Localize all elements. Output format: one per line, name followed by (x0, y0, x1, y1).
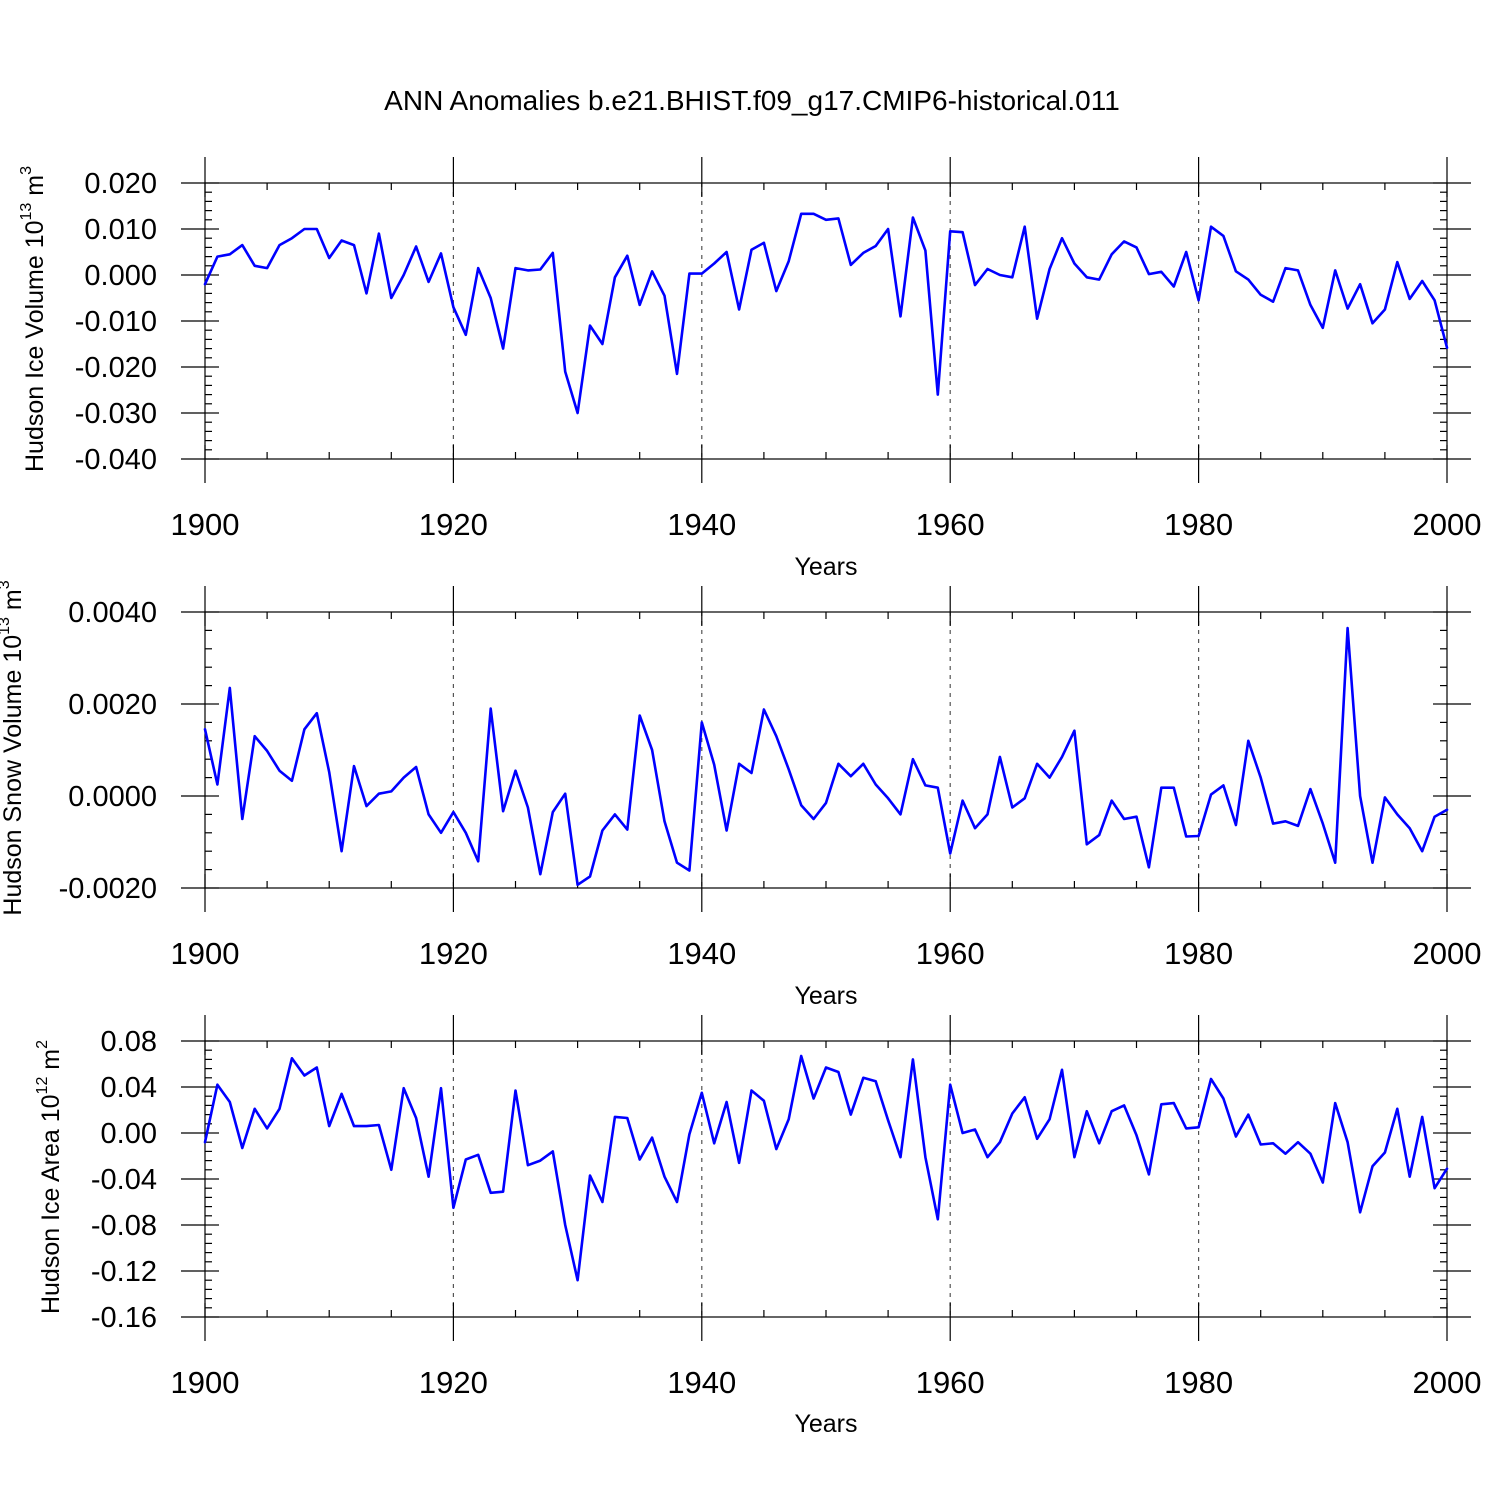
x-tick-label-1920: 1920 (419, 507, 488, 542)
y-axis-title-unit: m (37, 1049, 65, 1077)
y-axis-title-exponent: 12 (34, 1077, 51, 1095)
x-tick-label-1980: 1980 (1164, 936, 1233, 971)
x-tick-label-1920: 1920 (419, 936, 488, 971)
y-tick-label: -0.030 (75, 398, 157, 430)
y-tick-label: -0.010 (75, 306, 157, 338)
panel-ice-volume: 1900 1920 1940 1960 1980 2000 Years 0.020 0.010 0… (18, 157, 1481, 581)
x-tick-label-1960: 1960 (916, 936, 985, 971)
x-tick-label-1900: 1900 (171, 507, 240, 542)
series-line-snow-volume (203, 626, 1449, 887)
y-tick-label: -0.08 (91, 1210, 157, 1242)
y-axis-title-text: Hudson Ice Volume 10 (21, 220, 49, 472)
y-axis-title-unit-exponent: 3 (18, 166, 35, 175)
x-axis-title: Years (794, 1410, 857, 1438)
panel-ice-area: 1900 1920 1940 1960 1980 2000 Years 0.08 0.04 0.0… (34, 1015, 1481, 1438)
x-tick-label-1920: 1920 (419, 1365, 488, 1400)
y-axis-title: Hudson Ice Volume 1013 m3 (18, 166, 49, 472)
y-tick-label: 0.000 (84, 260, 157, 292)
y-tick-label: 0.0000 (68, 781, 157, 813)
plot-frame (204, 182, 1448, 460)
x-tick-label-1980: 1980 (1164, 1365, 1233, 1400)
y-axis-title: Hudson Ice Area 1012 m2 (34, 1040, 65, 1314)
y-tick-label: 0.020 (84, 168, 157, 200)
x-tick-label-1900: 1900 (171, 1365, 240, 1400)
y-axis-title-unit-exponent: 3 (0, 580, 13, 589)
y-tick-label: -0.04 (91, 1164, 157, 1196)
y-axis-title: Hudson Snow Volume 1013 m3 (0, 580, 27, 915)
x-tick-label-2000: 2000 (1413, 936, 1482, 971)
plot-frame (204, 1040, 1448, 1318)
y-tick-label: 0.04 (101, 1072, 157, 1104)
y-axis-title-text: Hudson Ice Area 10 (37, 1094, 65, 1314)
figure-title: ANN Anomalies b.e21.BHIST.f09_g17.CMIP6-… (384, 85, 1120, 116)
x-axis-title: Years (794, 982, 857, 1010)
y-axis-title-exponent: 13 (0, 617, 13, 635)
panel-snow-volume: 1900 1920 1940 1960 1980 2000 Years 0.0040 0.002… (0, 580, 1481, 1010)
y-tick-label: 0.010 (84, 214, 157, 246)
y-axis-title-unit-exponent: 2 (34, 1040, 51, 1049)
x-tick-label-1900: 1900 (171, 936, 240, 971)
y-tick-label: -0.040 (75, 444, 157, 476)
x-tick-label-1940: 1940 (667, 507, 736, 542)
x-tick-label-2000: 2000 (1413, 1365, 1482, 1400)
y-axis-title-text: Hudson Snow Volume 10 (0, 635, 27, 916)
plot-frame (204, 611, 1448, 889)
y-axis-title-exponent: 13 (18, 203, 35, 221)
x-axis-title: Years (794, 553, 857, 581)
x-tick-label-1960: 1960 (916, 1365, 985, 1400)
y-tick-label: -0.020 (75, 352, 157, 384)
x-tick-label-1940: 1940 (667, 936, 736, 971)
y-tick-label: -0.0020 (59, 873, 157, 905)
x-tick-label-2000: 2000 (1413, 507, 1482, 542)
y-tick-label: 0.0040 (68, 597, 157, 629)
series-line-ice-volume (203, 212, 1449, 415)
y-tick-label: 0.08 (101, 1026, 157, 1058)
y-tick-label: -0.16 (91, 1302, 157, 1334)
y-axis-title-unit: m (21, 175, 49, 203)
x-tick-label-1980: 1980 (1164, 507, 1233, 542)
x-tick-label-1960: 1960 (916, 507, 985, 542)
y-tick-label: 0.00 (101, 1118, 157, 1150)
y-tick-label: 0.0020 (68, 689, 157, 721)
y-axis-title-unit: m (0, 589, 27, 617)
y-tick-label: -0.12 (91, 1256, 157, 1288)
series-line-ice-area (203, 1054, 1449, 1282)
x-tick-label-1940: 1940 (667, 1365, 736, 1400)
